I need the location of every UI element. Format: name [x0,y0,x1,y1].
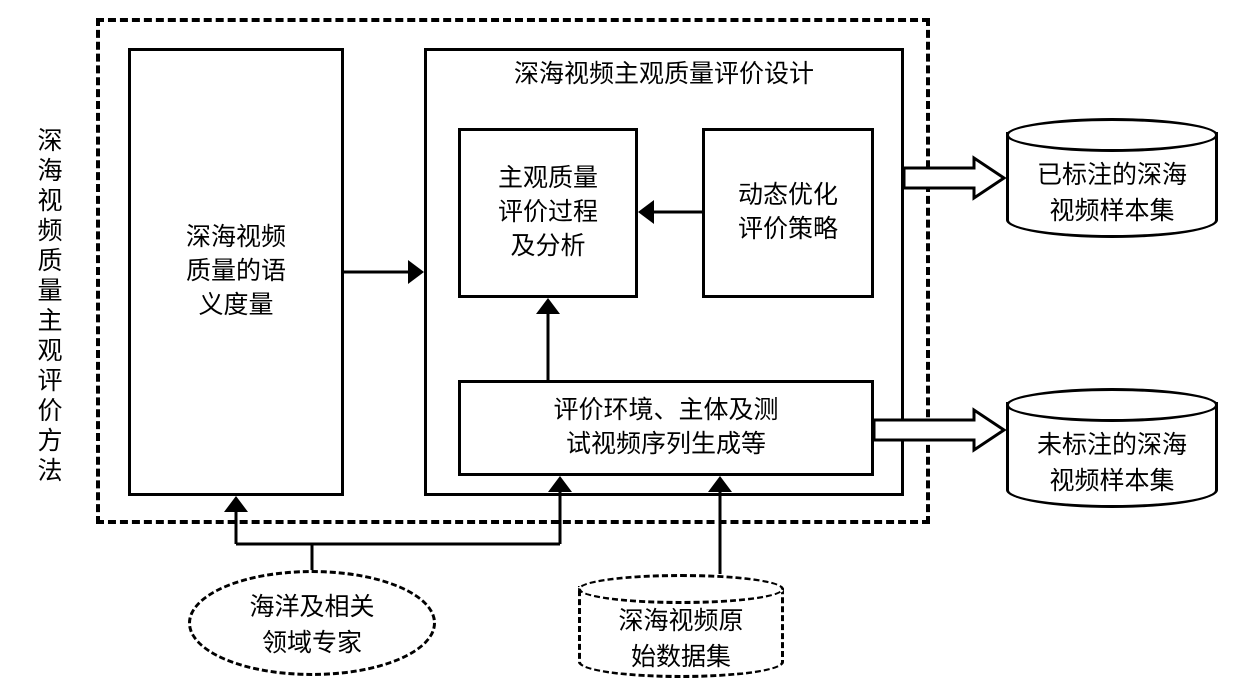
dynamic-optimize-box: 动态优化 评价策略 [702,128,874,298]
raw-data-cylinder: 深海视频原 始数据集 [578,574,784,678]
semantic-metric-text: 深海视频 质量的语 义度量 [186,221,286,322]
eval-env-box: 评价环境、主体及测 试视频序列生成等 [458,380,874,476]
expert-ellipse: 海洋及相关 领域专家 [188,570,436,676]
left-label: 深海视频质量主观评价方法 [14,148,86,464]
design-frame-title: 深海视频主观质量评价设计 [424,58,904,92]
semantic-metric-box: 深海视频 质量的语 义度量 [128,48,344,496]
subjective-process-box: 主观质量 评价过程 及分析 [458,128,638,298]
labeled-db-cylinder: 已标注的深海 视频样本集 [1006,118,1218,238]
unlabeled-db-cylinder: 未标注的深海 视频样本集 [1006,388,1218,508]
canvas: 深海视频质量主观评价方法 深海视频 质量的语 义度量 深海视频主观质量评价设计 … [0,0,1240,694]
